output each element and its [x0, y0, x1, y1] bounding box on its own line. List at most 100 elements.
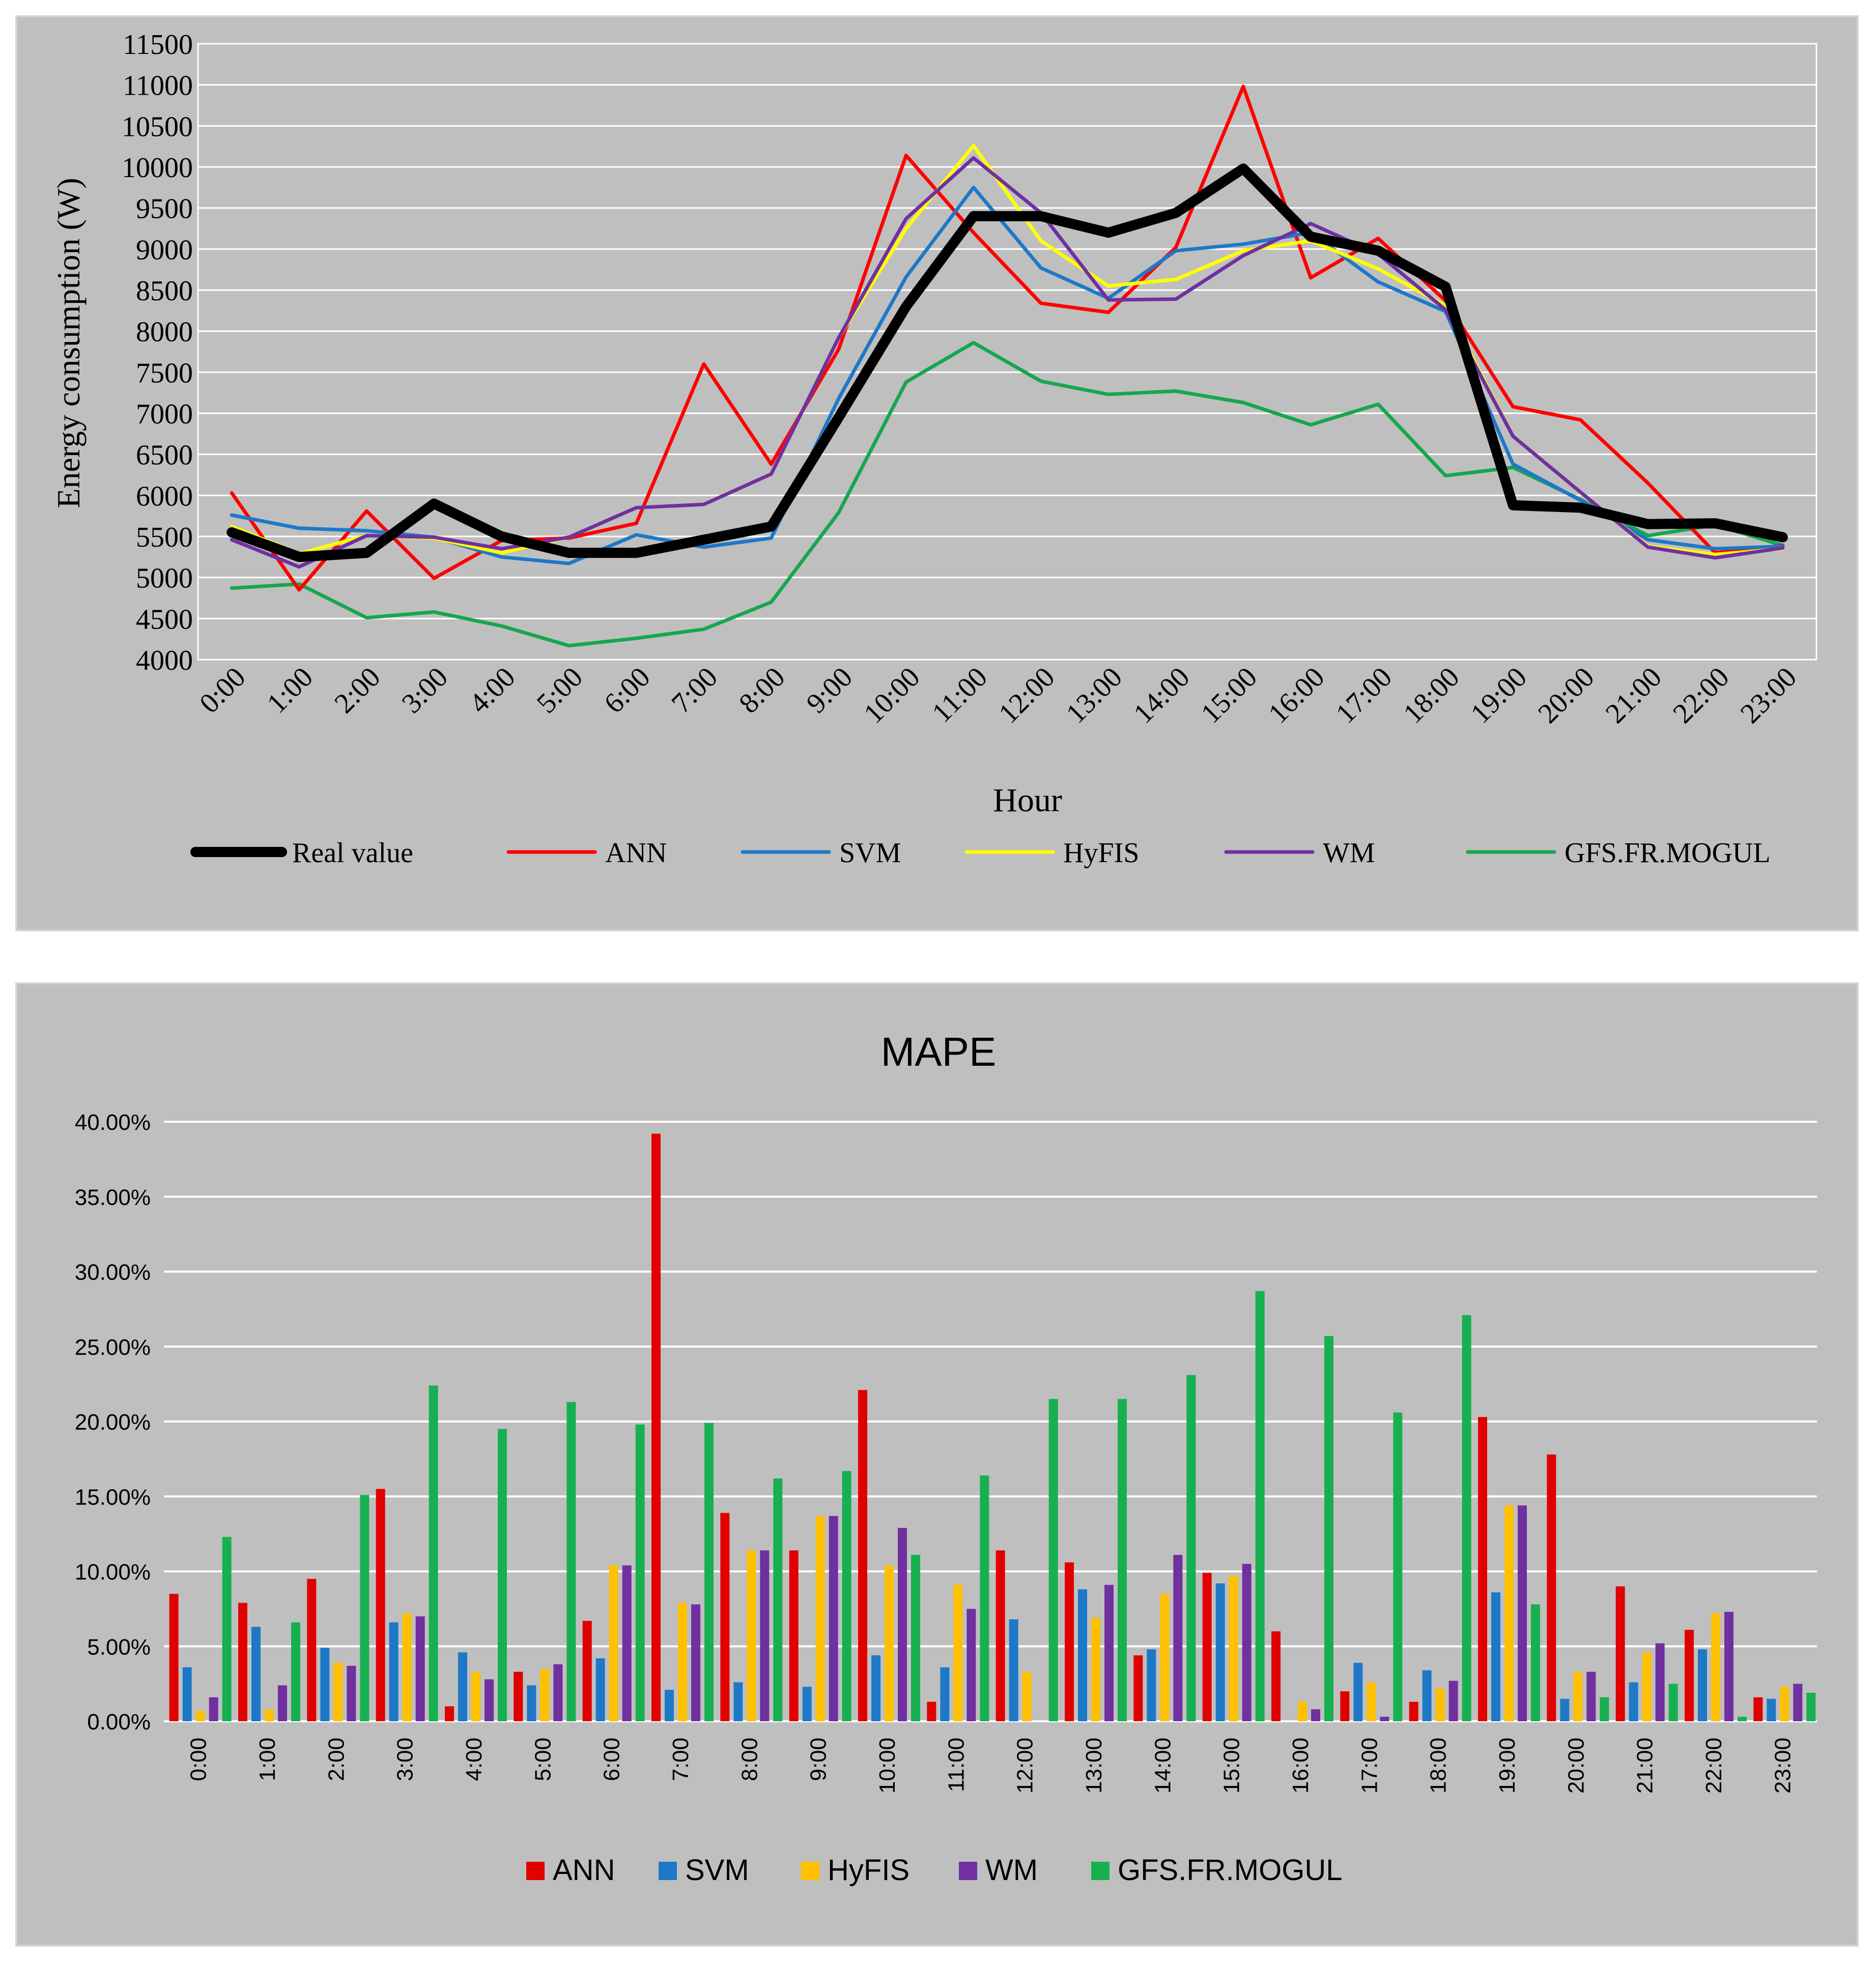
- bar-wm: [1518, 1505, 1527, 1721]
- bar-ann: [514, 1671, 523, 1721]
- x-tick-label: 21:00: [1633, 1738, 1658, 1794]
- x-tick-label: 6:00: [598, 661, 656, 719]
- bar-wm: [415, 1616, 425, 1721]
- bar-gfs-fr-mogul: [1324, 1336, 1333, 1721]
- legend-label-wm: WM: [1323, 837, 1375, 869]
- bar-hyfis: [1022, 1671, 1032, 1721]
- x-tick-label: 1:00: [261, 661, 319, 719]
- bar-svm: [458, 1652, 467, 1721]
- y-tick-label: 9000: [136, 234, 193, 266]
- bar-gfs-fr-mogul: [842, 1471, 851, 1721]
- x-tick-label: 5:00: [531, 661, 589, 719]
- bar-wm: [1173, 1555, 1183, 1721]
- bar-hyfis: [953, 1585, 963, 1721]
- bar-svm: [1629, 1682, 1638, 1721]
- y-tick-label: 30.00%: [75, 1260, 151, 1285]
- bar-ann: [996, 1550, 1005, 1721]
- bar-ann: [1753, 1697, 1763, 1721]
- x-tick-label: 23:00: [1770, 1738, 1795, 1794]
- bar-wm: [1311, 1709, 1320, 1721]
- bar-svm: [1078, 1589, 1087, 1721]
- x-tick-label: 16:00: [1288, 1738, 1313, 1794]
- bar-hyfis: [1367, 1682, 1376, 1721]
- bar-svm: [1147, 1649, 1156, 1721]
- bar-gfs-fr-mogul: [291, 1622, 300, 1721]
- y-tick-label: 20.00%: [75, 1410, 151, 1435]
- x-tick-label: 13:00: [1060, 661, 1128, 729]
- bar-ann: [376, 1489, 385, 1721]
- y-tick-label: 35.00%: [75, 1185, 151, 1210]
- legend-swatch-wm: [959, 1862, 977, 1880]
- x-tick-label: 18:00: [1426, 1738, 1451, 1794]
- bar-hyfis: [540, 1668, 550, 1721]
- bar-svm: [1560, 1698, 1570, 1721]
- y-tick-label: 5500: [136, 522, 193, 553]
- bar-gfs-fr-mogul: [1806, 1693, 1816, 1721]
- y-tick-label: 7000: [136, 399, 193, 430]
- x-tick-label: 4:00: [463, 661, 521, 719]
- bar-hyfis: [1573, 1671, 1583, 1721]
- x-tick-label: 12:00: [1013, 1738, 1038, 1794]
- bar-ann: [1065, 1562, 1074, 1721]
- bar-hyfis: [609, 1565, 618, 1721]
- chart-title: MAPE: [881, 1029, 997, 1074]
- bar-gfs-fr-mogul: [980, 1475, 989, 1721]
- x-tick-label: 6:00: [600, 1738, 624, 1781]
- energy-consumption-line-chart: 4000 4500 5000 5500 6000 6500 7000 7500 8000 8500…: [50, 29, 1817, 869]
- bar-hyfis: [471, 1671, 480, 1721]
- bar-svm: [1698, 1649, 1707, 1721]
- bar-gfs-fr-mogul: [1048, 1399, 1058, 1721]
- x-tick-label: 4:00: [462, 1738, 487, 1781]
- x-tick-label: 8:00: [737, 1738, 762, 1781]
- x-tick-label: 11:00: [944, 1738, 969, 1792]
- x-tick-label: 19:00: [1495, 1738, 1520, 1794]
- bar-hyfis: [195, 1711, 205, 1721]
- bar-hyfis: [1504, 1505, 1514, 1721]
- bar-gfs-fr-mogul: [1738, 1717, 1747, 1721]
- bar-ann: [1340, 1691, 1350, 1721]
- bar-svm: [1009, 1619, 1018, 1721]
- y-axis-title: Energy consumption (W): [50, 178, 87, 508]
- x-tick-label: 22:00: [1701, 1738, 1726, 1794]
- bar-ann: [169, 1594, 179, 1721]
- bar-gfs-fr-mogul: [1255, 1291, 1265, 1721]
- legend-label-hyfis: HyFIS: [828, 1854, 909, 1887]
- y-tick-label: 0.00%: [87, 1710, 151, 1734]
- legend-label-gfs-fr-mogul: GFS.FR.MOGUL: [1118, 1854, 1342, 1887]
- bar-hyfis: [1091, 1617, 1100, 1721]
- mape-bar-chart-panel: MAPE 0.00% 5.00% 10.00% 15.00% 20.00% 25.00% 30…: [15, 982, 1859, 1947]
- x-tick-label: 13:00: [1082, 1738, 1106, 1794]
- bar-hyfis: [885, 1565, 894, 1721]
- series-line-svm: [230, 185, 1785, 565]
- legend-label-ann: ANN: [553, 1854, 615, 1887]
- y-tick-label: 5000: [136, 563, 193, 594]
- legend-swatch-gfs-fr-mogul: [1091, 1862, 1110, 1880]
- x-tick-label: 7:00: [668, 1738, 693, 1781]
- series-line-gfs-fr-mogul: [230, 340, 1785, 648]
- legend-swatch-hyfis: [801, 1862, 819, 1880]
- y-tick-label: 9500: [136, 193, 193, 225]
- x-tick-label: 1:00: [255, 1738, 280, 1781]
- bar-gfs-fr-mogul: [566, 1402, 576, 1721]
- bar-svm: [1422, 1670, 1432, 1721]
- bar-svm: [733, 1682, 743, 1721]
- bar-wm: [1242, 1563, 1252, 1721]
- x-tick-label: 2:00: [328, 661, 386, 719]
- bar-wm: [691, 1604, 700, 1721]
- y-tick-label: 10500: [122, 111, 193, 143]
- x-tick-label: 8:00: [733, 661, 791, 719]
- y-tick-label: 7500: [136, 357, 193, 389]
- series-line-real-value: [226, 163, 1788, 562]
- x-tick-label: 14:00: [1150, 1738, 1175, 1794]
- y-tick-label: 10.00%: [75, 1560, 151, 1585]
- bar-hyfis: [1435, 1688, 1445, 1721]
- bar-gfs-fr-mogul: [704, 1423, 714, 1721]
- y-tick-label: 10000: [122, 152, 193, 184]
- x-tick-label: 11:00: [926, 661, 993, 729]
- bar-svm: [251, 1627, 261, 1721]
- bar-wm: [829, 1516, 838, 1721]
- bar-gfs-fr-mogul: [1118, 1399, 1127, 1721]
- bar-gfs-fr-mogul: [1668, 1684, 1678, 1721]
- bar-svm: [1491, 1592, 1500, 1721]
- x-tick-label: 15:00: [1195, 661, 1263, 729]
